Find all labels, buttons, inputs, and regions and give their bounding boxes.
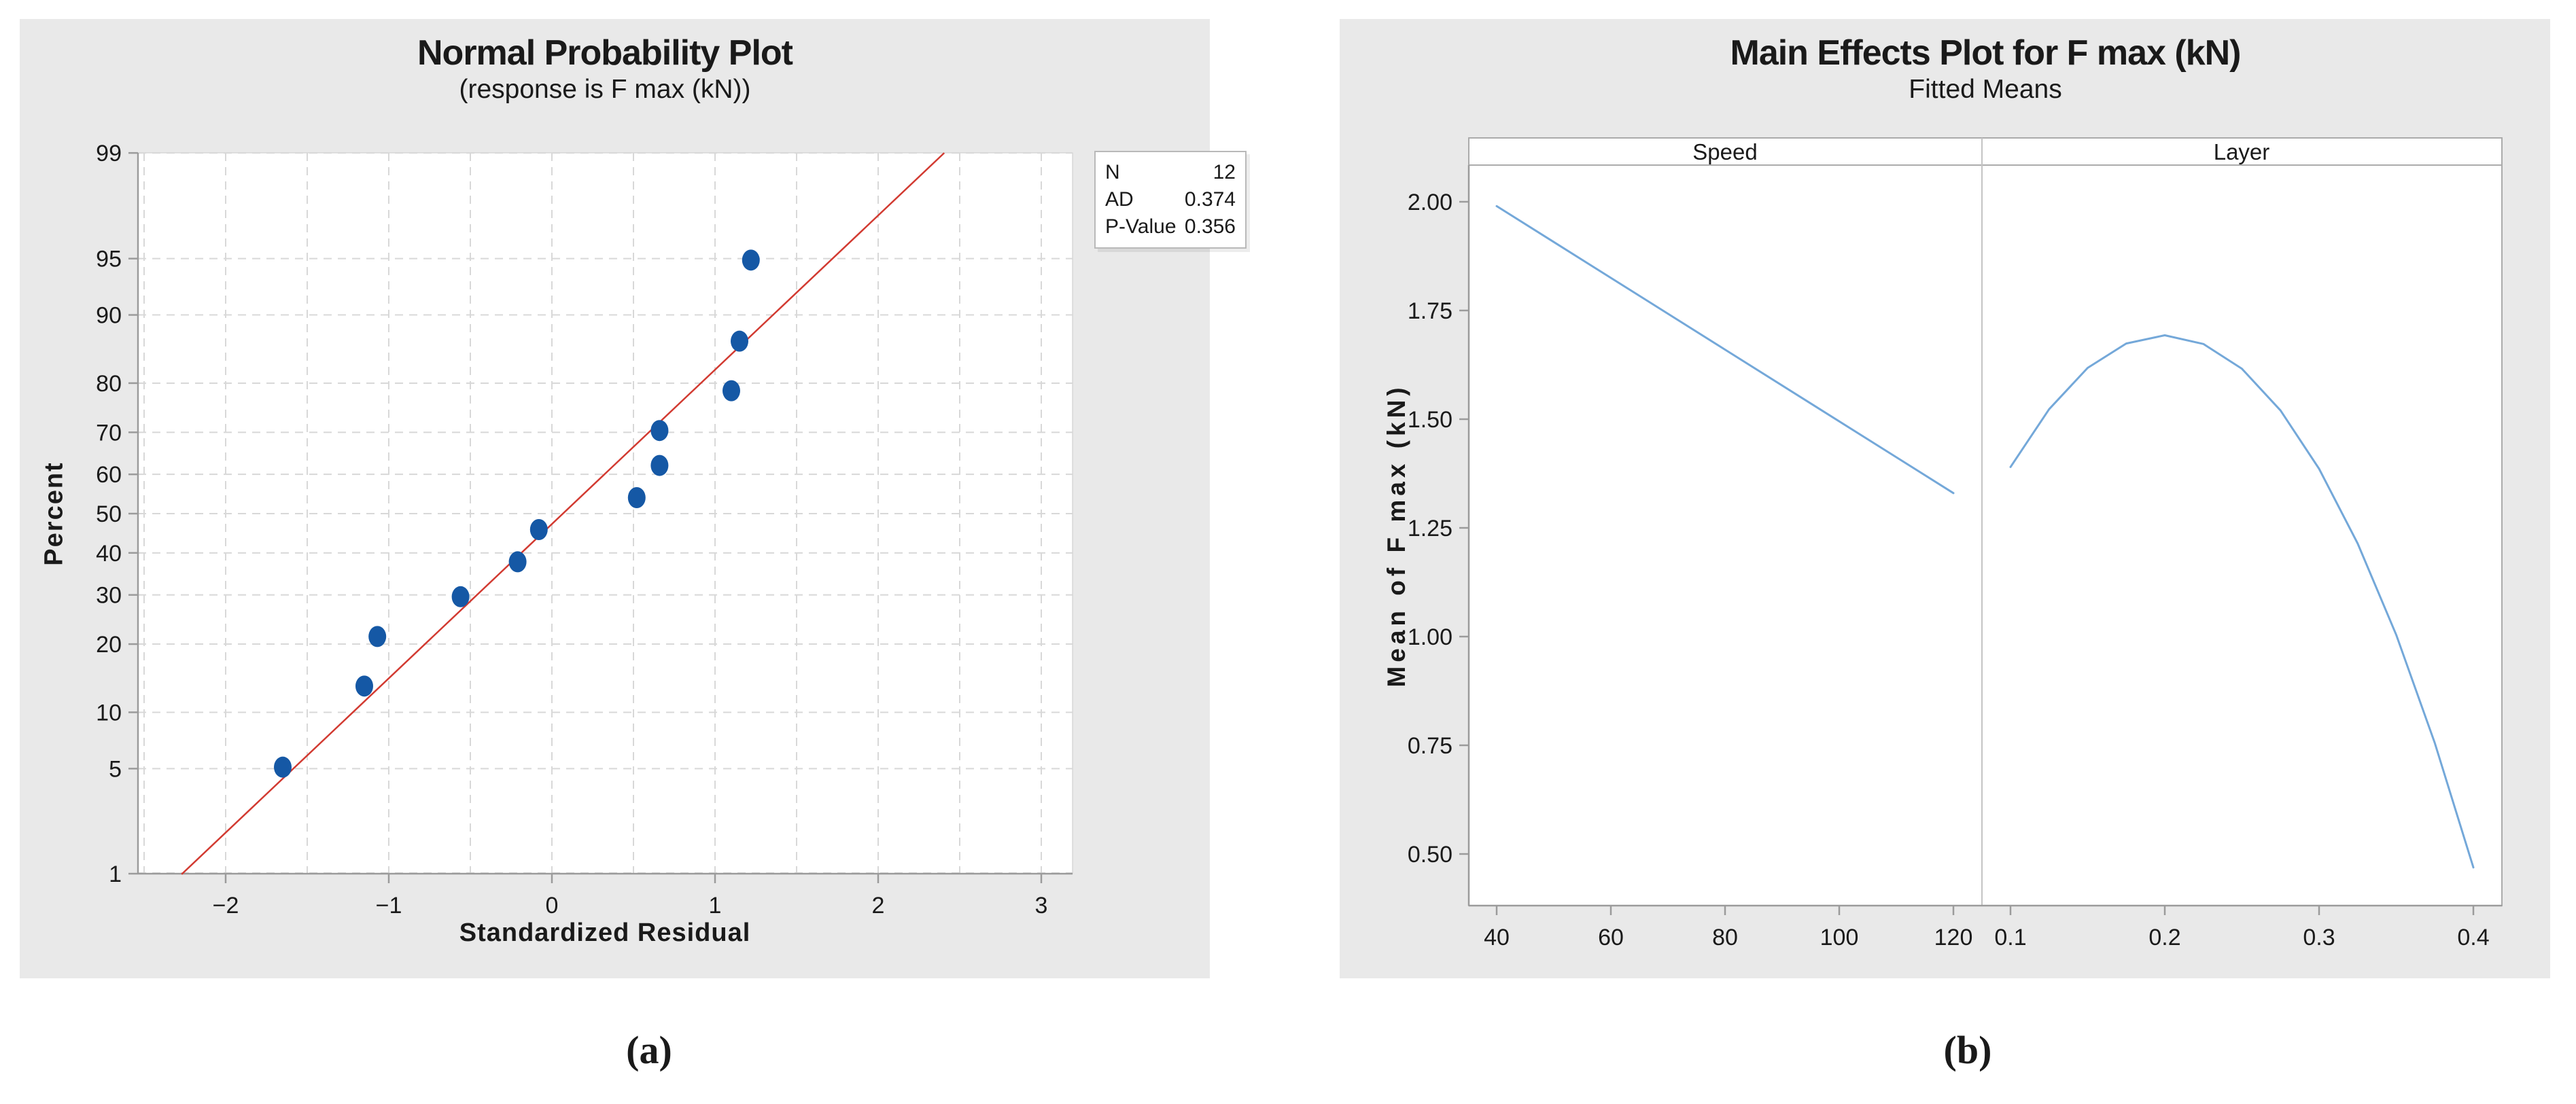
y-tick-label: 40 (96, 541, 122, 567)
y-tick-label: 20 (96, 632, 122, 658)
x-tick-label: 120 (1934, 925, 1973, 950)
data-point (451, 586, 470, 607)
y-tick-label: 5 (109, 756, 122, 782)
data-point (742, 249, 760, 271)
stats-label: P-Value (1105, 215, 1177, 238)
x-tick-label: 60 (1598, 925, 1624, 950)
x-tick-label: 0.3 (2303, 925, 2335, 950)
x-tick-label: 0 (546, 893, 559, 919)
y-tick-label: 0.75 (1408, 733, 1452, 759)
x-tick-label: 80 (1712, 925, 1738, 950)
plot-b-title: Main Effects Plot for F max (kN) (1730, 33, 2242, 73)
y-tick-label: 50 (96, 501, 122, 527)
stats-value: 0.374 (1184, 188, 1236, 211)
panel-strip-label-layer: Layer (2213, 139, 2270, 164)
x-tick-label: −1 (376, 893, 402, 919)
stats-row-ad: AD 0.374 (1105, 186, 1236, 213)
data-point (650, 420, 669, 442)
subfigure-caption-a: (a) (626, 1028, 672, 1072)
data-point (355, 675, 373, 697)
y-tick-label: 2.00 (1408, 190, 1452, 215)
data-point (723, 380, 740, 402)
y-tick-label: 60 (96, 462, 122, 488)
y-tick-label: 30 (96, 583, 122, 609)
y-tick-label: 95 (96, 247, 122, 272)
subfigure-caption-b: (b) (1943, 1028, 1992, 1072)
fit-line (181, 152, 945, 875)
y-tick-label: 90 (96, 303, 122, 329)
y-tick-label: 1 (109, 861, 122, 887)
y-tick-label: 80 (96, 371, 122, 397)
stats-row-n: N 12 (1105, 159, 1236, 186)
data-point (274, 756, 292, 778)
stats-box: N 12 AD 0.374 P-Value 0.356 (1094, 151, 1247, 249)
x-tick-label: 40 (1484, 925, 1510, 950)
y-tick-label: 99 (96, 141, 122, 166)
y-tick-label: 10 (96, 700, 122, 726)
stats-row-p-value: P-Value 0.356 (1105, 213, 1236, 241)
x-tick-label: 1 (709, 893, 722, 919)
y-tick-label: 1.75 (1408, 298, 1452, 324)
plot-a-title: Normal Probability Plot (417, 33, 793, 73)
x-tick-label: 0.1 (1994, 925, 2026, 950)
plot-a-x-axis-title: Standardized Residual (459, 919, 751, 947)
panel-strip-label-speed: Speed (1692, 139, 1758, 164)
stats-value: 12 (1213, 161, 1236, 183)
effects-line-layer (2009, 334, 2475, 869)
data-point (368, 626, 387, 647)
panel-strip (1468, 137, 2503, 166)
x-tick-label: 3 (1035, 893, 1048, 919)
y-tick-label: 0.50 (1408, 842, 1452, 868)
x-tick-label: −2 (213, 893, 239, 919)
stats-value: 0.356 (1184, 215, 1236, 238)
x-tick-label: 100 (1820, 925, 1859, 950)
y-tick-label: 1.25 (1408, 516, 1452, 541)
data-point (731, 330, 748, 352)
x-tick-label: 0.4 (2457, 925, 2489, 950)
data-point (508, 551, 527, 573)
data-point (650, 455, 669, 476)
plot-b-subtitle: Fitted Means (1909, 75, 2062, 104)
y-tick-label: 1.00 (1408, 624, 1452, 650)
plot-b-area (1469, 165, 2502, 906)
plot-a-y-axis-title: Percent (39, 461, 69, 566)
effects-line-speed (1495, 204, 1955, 495)
y-tick-label: 70 (96, 420, 122, 446)
x-tick-label: 2 (872, 893, 885, 919)
plot-a-subtitle: (response is F max (kN)) (459, 75, 751, 104)
y-tick-label: 1.50 (1408, 407, 1452, 433)
data-point (627, 487, 646, 509)
plot-b-y-axis-title: Mean of F max (kN) (1382, 383, 1410, 688)
stats-label: AD (1105, 188, 1134, 211)
data-point (529, 518, 548, 540)
x-tick-label: 0.2 (2148, 925, 2180, 950)
stats-label: N (1105, 161, 1120, 183)
